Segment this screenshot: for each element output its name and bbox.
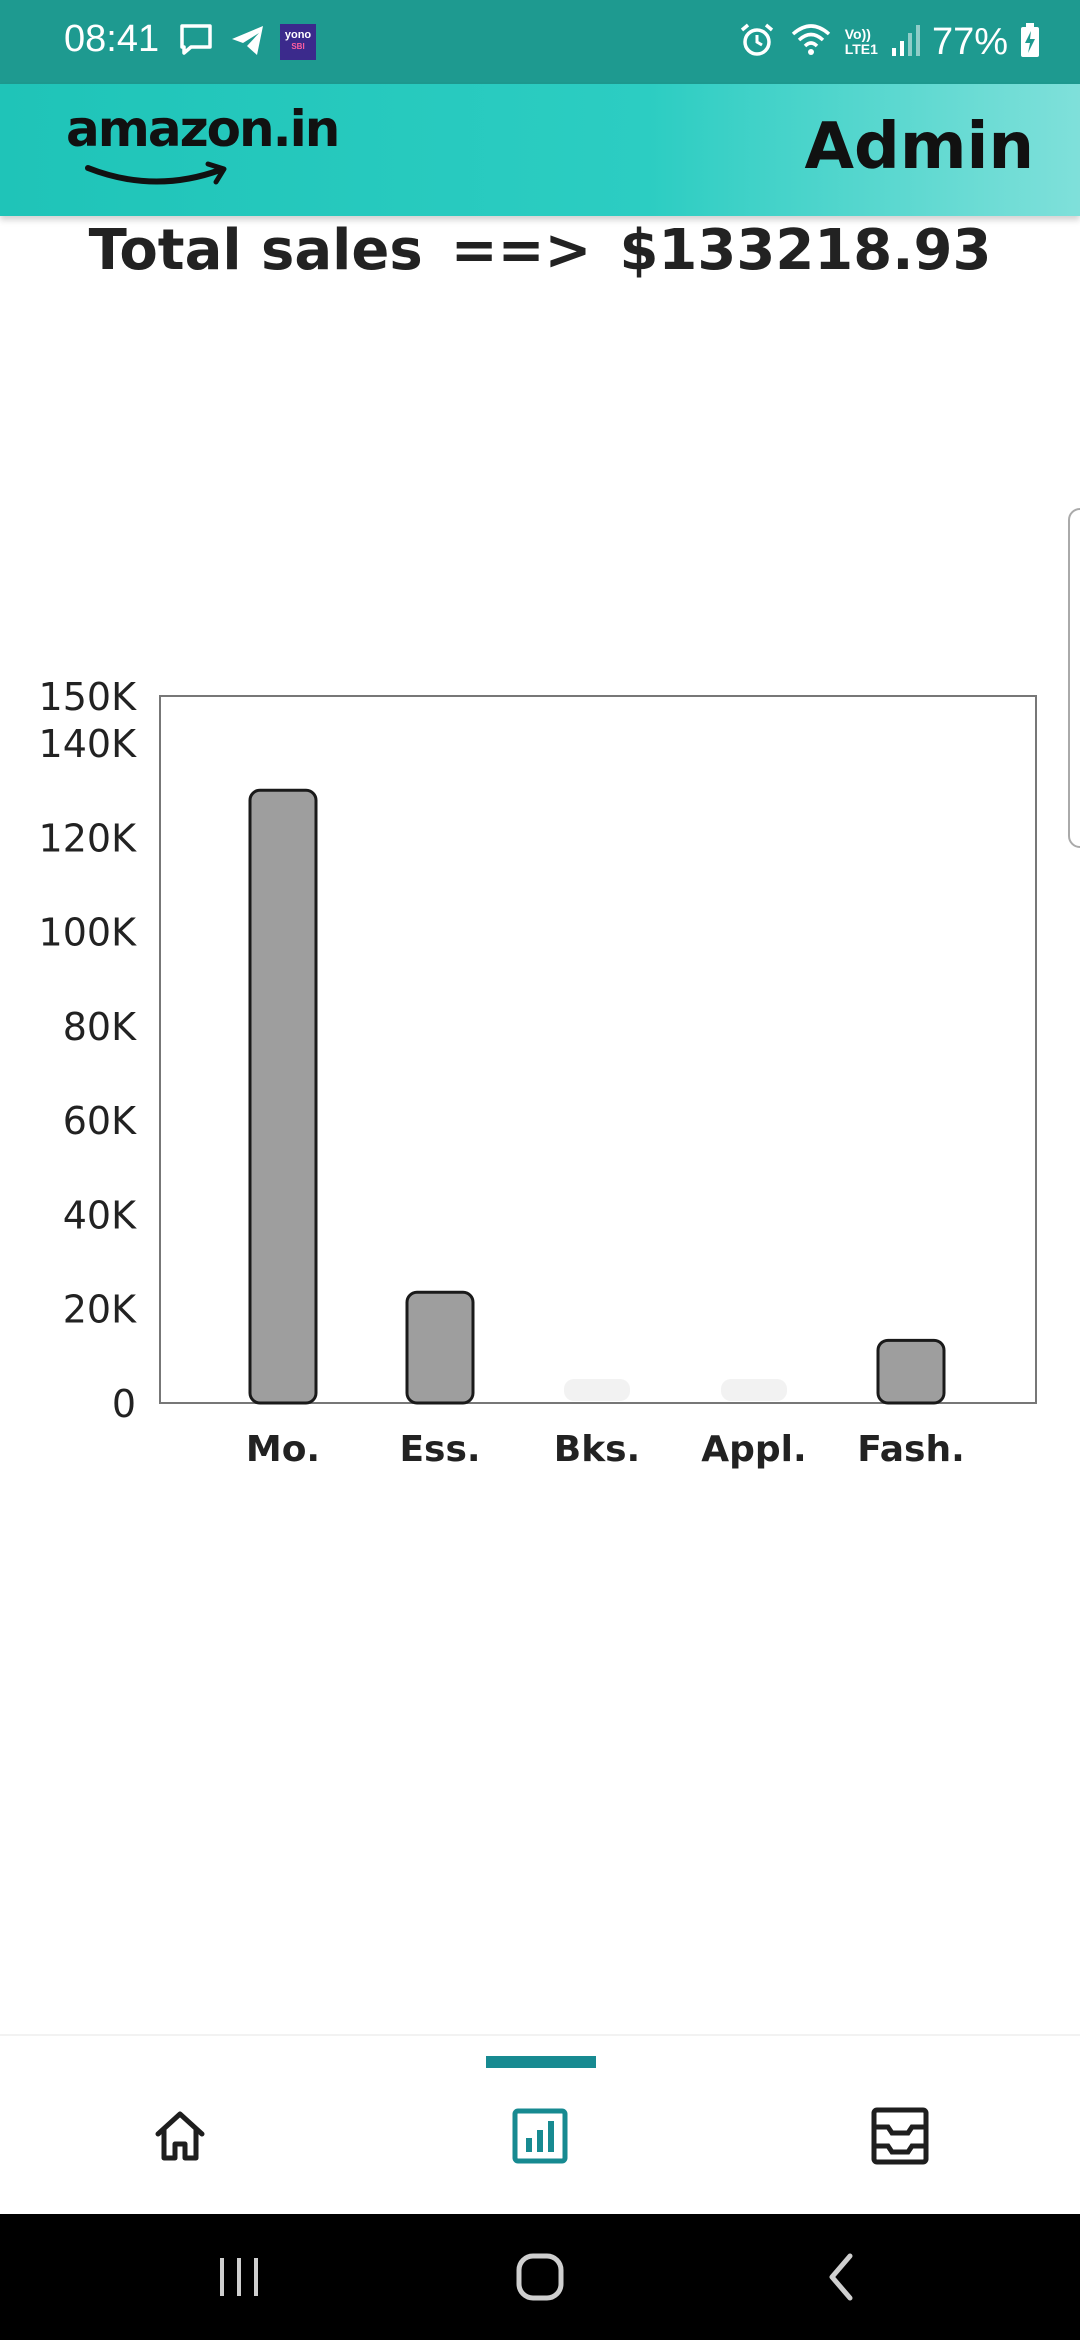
volte-icon: Vo)) LTE1 bbox=[844, 26, 878, 57]
x-tick-label: Appl. bbox=[701, 1429, 806, 1470]
battery-charging-icon bbox=[1020, 22, 1040, 63]
status-bar: 08:41 yono SBI Vo)) LTE1 77% bbox=[0, 0, 1080, 84]
app-header: amazon.in Admin bbox=[0, 84, 1080, 216]
nav-item-analytics[interactable] bbox=[470, 2036, 610, 2216]
home-circle-icon[interactable] bbox=[505, 2244, 575, 2310]
nav-item-orders[interactable] bbox=[830, 2036, 970, 2216]
telegram-icon bbox=[228, 20, 268, 65]
message-icon bbox=[176, 20, 216, 65]
status-left-icons: yono SBI bbox=[176, 20, 316, 64]
x-tick-label: Fash. bbox=[857, 1429, 965, 1470]
back-icon[interactable] bbox=[808, 2244, 878, 2310]
x-tick-label: Ess. bbox=[399, 1429, 480, 1470]
y-tick-label: 100K bbox=[39, 911, 138, 955]
amazon-smile-icon bbox=[85, 161, 227, 185]
chart-bar bbox=[876, 1338, 946, 1405]
y-tick-label: 120K bbox=[39, 816, 138, 860]
alarm-icon bbox=[737, 20, 777, 65]
signal-icon bbox=[890, 22, 920, 63]
total-sales-summary: Total sales ==> $133218.93 bbox=[0, 218, 1080, 283]
chart-bar bbox=[564, 1379, 630, 1401]
inbox-icon bbox=[871, 2107, 929, 2165]
status-right-icons: Vo)) LTE1 77% bbox=[737, 18, 1040, 66]
recent-apps-icon[interactable] bbox=[204, 2244, 274, 2310]
y-tick-label: 0 bbox=[112, 1382, 136, 1426]
y-tick-label: 60K bbox=[63, 1099, 137, 1143]
analytics-icon bbox=[512, 2108, 568, 2164]
y-tick-label: 140K bbox=[39, 722, 138, 766]
bottom-navigation bbox=[0, 2034, 1080, 2214]
wifi-icon bbox=[789, 20, 833, 65]
y-tick-label: 150K bbox=[39, 675, 138, 719]
chart-bar bbox=[248, 788, 318, 1405]
chart-frame bbox=[159, 695, 1037, 1404]
y-tick-label: 80K bbox=[63, 1005, 137, 1049]
y-tick-label: 40K bbox=[63, 1193, 137, 1237]
status-time: 08:41 bbox=[64, 18, 160, 60]
nav-item-home[interactable] bbox=[110, 2036, 250, 2216]
brand-text: amazon.in bbox=[66, 100, 340, 158]
x-tick-label: Bks. bbox=[554, 1429, 640, 1470]
active-tab-indicator bbox=[486, 2056, 596, 2068]
total-sales-arrow: ==> bbox=[450, 218, 592, 283]
battery-percent: 77% bbox=[931, 20, 1008, 63]
chart-bar bbox=[721, 1379, 787, 1401]
yono-sbi-icon: yono SBI bbox=[280, 24, 316, 60]
home-icon bbox=[155, 2111, 205, 2161]
chart-bar bbox=[405, 1290, 475, 1405]
system-navigation-bar bbox=[0, 2214, 1080, 2340]
total-sales-value: $133218.93 bbox=[619, 218, 992, 283]
page-title: Admin bbox=[804, 110, 1034, 184]
x-tick-label: Mo. bbox=[246, 1429, 320, 1470]
total-sales-label: Total sales bbox=[88, 218, 423, 283]
amazon-logo[interactable]: amazon.in bbox=[66, 100, 340, 200]
y-tick-label: 20K bbox=[63, 1288, 137, 1332]
